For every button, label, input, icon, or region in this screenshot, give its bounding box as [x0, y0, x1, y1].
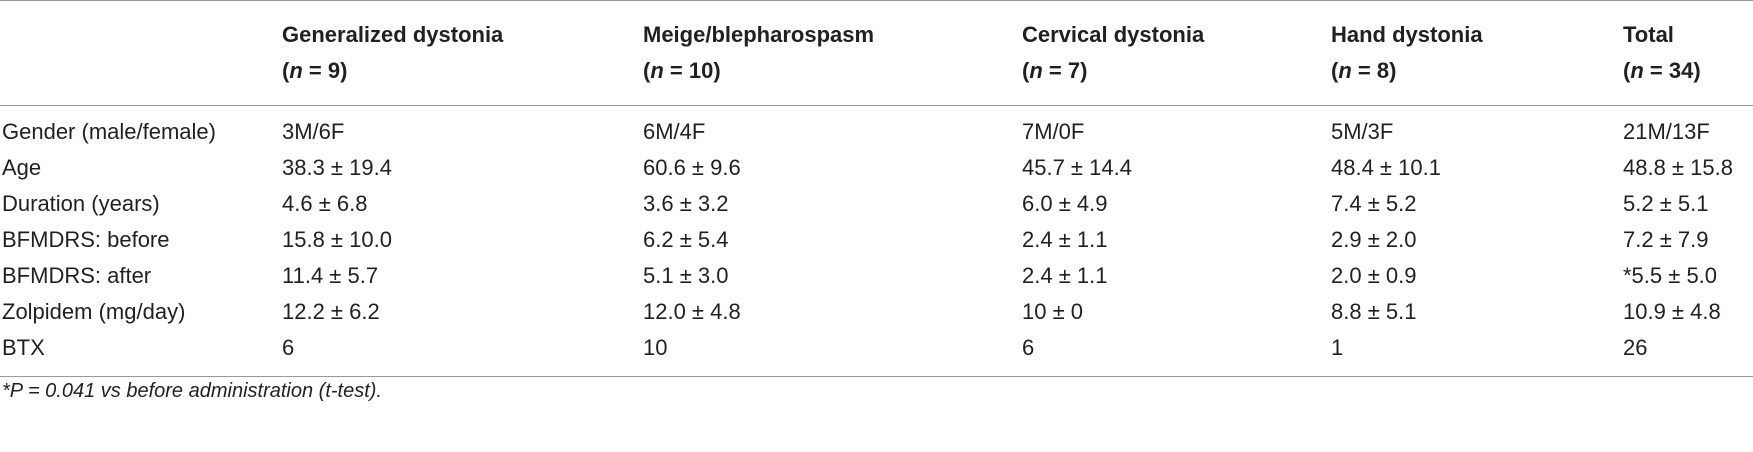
row-label: Zolpidem (mg/day)	[2, 299, 186, 324]
header-n: (n = 7)	[1022, 58, 1088, 83]
row-label: Duration (years)	[2, 191, 160, 216]
cell-value: *5.5 ± 5.0	[1623, 263, 1718, 288]
cell-value: 2.9 ± 2.0	[1331, 227, 1417, 252]
header-title: Generalized dystonia	[282, 22, 504, 47]
dystonia-table: Generalized dystonia (n = 9) Meige/bleph…	[0, 0, 1753, 377]
table-row: BFMDRS: before 15.8 ± 10.0 6.2 ± 5.4 2.4…	[0, 222, 1753, 258]
table-wrapper: Generalized dystonia (n = 9) Meige/bleph…	[0, 0, 1753, 377]
cell-value: 2.4 ± 1.1	[1022, 263, 1108, 288]
cell-value: 11.4 ± 5.7	[282, 263, 379, 288]
table-row: Zolpidem (mg/day) 12.2 ± 6.2 12.0 ± 4.8 …	[0, 294, 1753, 330]
row-label: BTX	[2, 335, 45, 360]
cell-value: 10	[643, 335, 668, 360]
cell-value: 6	[282, 335, 295, 360]
cell-value: 15.8 ± 10.0	[282, 227, 392, 252]
cell-value: 3.6 ± 3.2	[643, 191, 729, 216]
cell-value: 5M/3F	[1331, 119, 1394, 144]
cell-value: 5.1 ± 3.0	[643, 263, 729, 288]
row-label: BFMDRS: before	[2, 227, 170, 252]
header-title: Meige/blepharospasm	[643, 22, 875, 47]
header-row: Generalized dystonia (n = 9) Meige/bleph…	[0, 0, 1753, 106]
table-row: BTX 6 10 6 1 26	[0, 330, 1753, 377]
cell-value: 7.2 ± 7.9	[1623, 227, 1709, 252]
cell-value: 10 ± 0	[1022, 299, 1084, 324]
table-row: Age 38.3 ± 19.4 60.6 ± 9.6 45.7 ± 14.4 4…	[0, 150, 1753, 186]
cell-value: 38.3 ± 19.4	[282, 155, 392, 180]
cell-value: 1	[1331, 335, 1344, 360]
header-cell-total: Total (n = 34)	[1623, 1, 1753, 106]
cell-value: 2.0 ± 0.9	[1331, 263, 1417, 288]
header-title: Total	[1623, 22, 1674, 47]
table-row: Gender (male/female) 3M/6F 6M/4F 7M/0F 5…	[0, 106, 1753, 151]
header-title: Cervical dystonia	[1022, 22, 1205, 47]
cell-value: 45.7 ± 14.4	[1022, 155, 1132, 180]
cell-value: 6M/4F	[643, 119, 706, 144]
table-body: Gender (male/female) 3M/6F 6M/4F 7M/0F 5…	[0, 106, 1753, 377]
cell-value: 6.2 ± 5.4	[643, 227, 729, 252]
table-row: Duration (years) 4.6 ± 6.8 3.6 ± 3.2 6.0…	[0, 186, 1753, 222]
row-label: BFMDRS: after	[2, 263, 152, 288]
table-row: BFMDRS: after 11.4 ± 5.7 5.1 ± 3.0 2.4 ±…	[0, 258, 1753, 294]
row-label: Gender (male/female)	[2, 119, 216, 144]
cell-value: 2.4 ± 1.1	[1022, 227, 1108, 252]
cell-value: 48.4 ± 10.1	[1331, 155, 1441, 180]
cell-value: 12.2 ± 6.2	[282, 299, 380, 324]
cell-value: 26	[1623, 335, 1648, 360]
cell-value: 6.0 ± 4.9	[1022, 191, 1108, 216]
cell-value: 21M/13F	[1623, 119, 1710, 144]
cell-value: 10.9 ± 4.8	[1623, 299, 1721, 324]
cell-value: 12.0 ± 4.8	[643, 299, 741, 324]
row-label: Age	[2, 155, 42, 180]
cell-value: 48.8 ± 15.8	[1623, 155, 1733, 180]
header-cell-cervical: Cervical dystonia (n = 7)	[1022, 1, 1331, 106]
header-cell-empty	[0, 1, 282, 106]
header-cell-hand: Hand dystonia (n = 8)	[1331, 1, 1623, 106]
header-n: (n = 10)	[643, 58, 721, 83]
header-title: Hand dystonia	[1331, 22, 1483, 47]
header-n: (n = 34)	[1623, 58, 1701, 83]
header-n: (n = 9)	[282, 58, 348, 83]
cell-value: 4.6 ± 6.8	[282, 191, 368, 216]
cell-value: 7.4 ± 5.2	[1331, 191, 1417, 216]
table-footnote: *P = 0.041 vs before administration (t-t…	[2, 380, 382, 402]
cell-value: 8.8 ± 5.1	[1331, 299, 1417, 324]
header-cell-meige: Meige/blepharospasm (n = 10)	[643, 1, 1022, 106]
header-n: (n = 8)	[1331, 58, 1397, 83]
cell-value: 3M/6F	[282, 119, 345, 144]
cell-value: 60.6 ± 9.6	[643, 155, 741, 180]
cell-value: 5.2 ± 5.1	[1623, 191, 1709, 216]
cell-value: 6	[1022, 335, 1035, 360]
header-cell-generalized: Generalized dystonia (n = 9)	[282, 1, 643, 106]
cell-value: 7M/0F	[1022, 119, 1085, 144]
